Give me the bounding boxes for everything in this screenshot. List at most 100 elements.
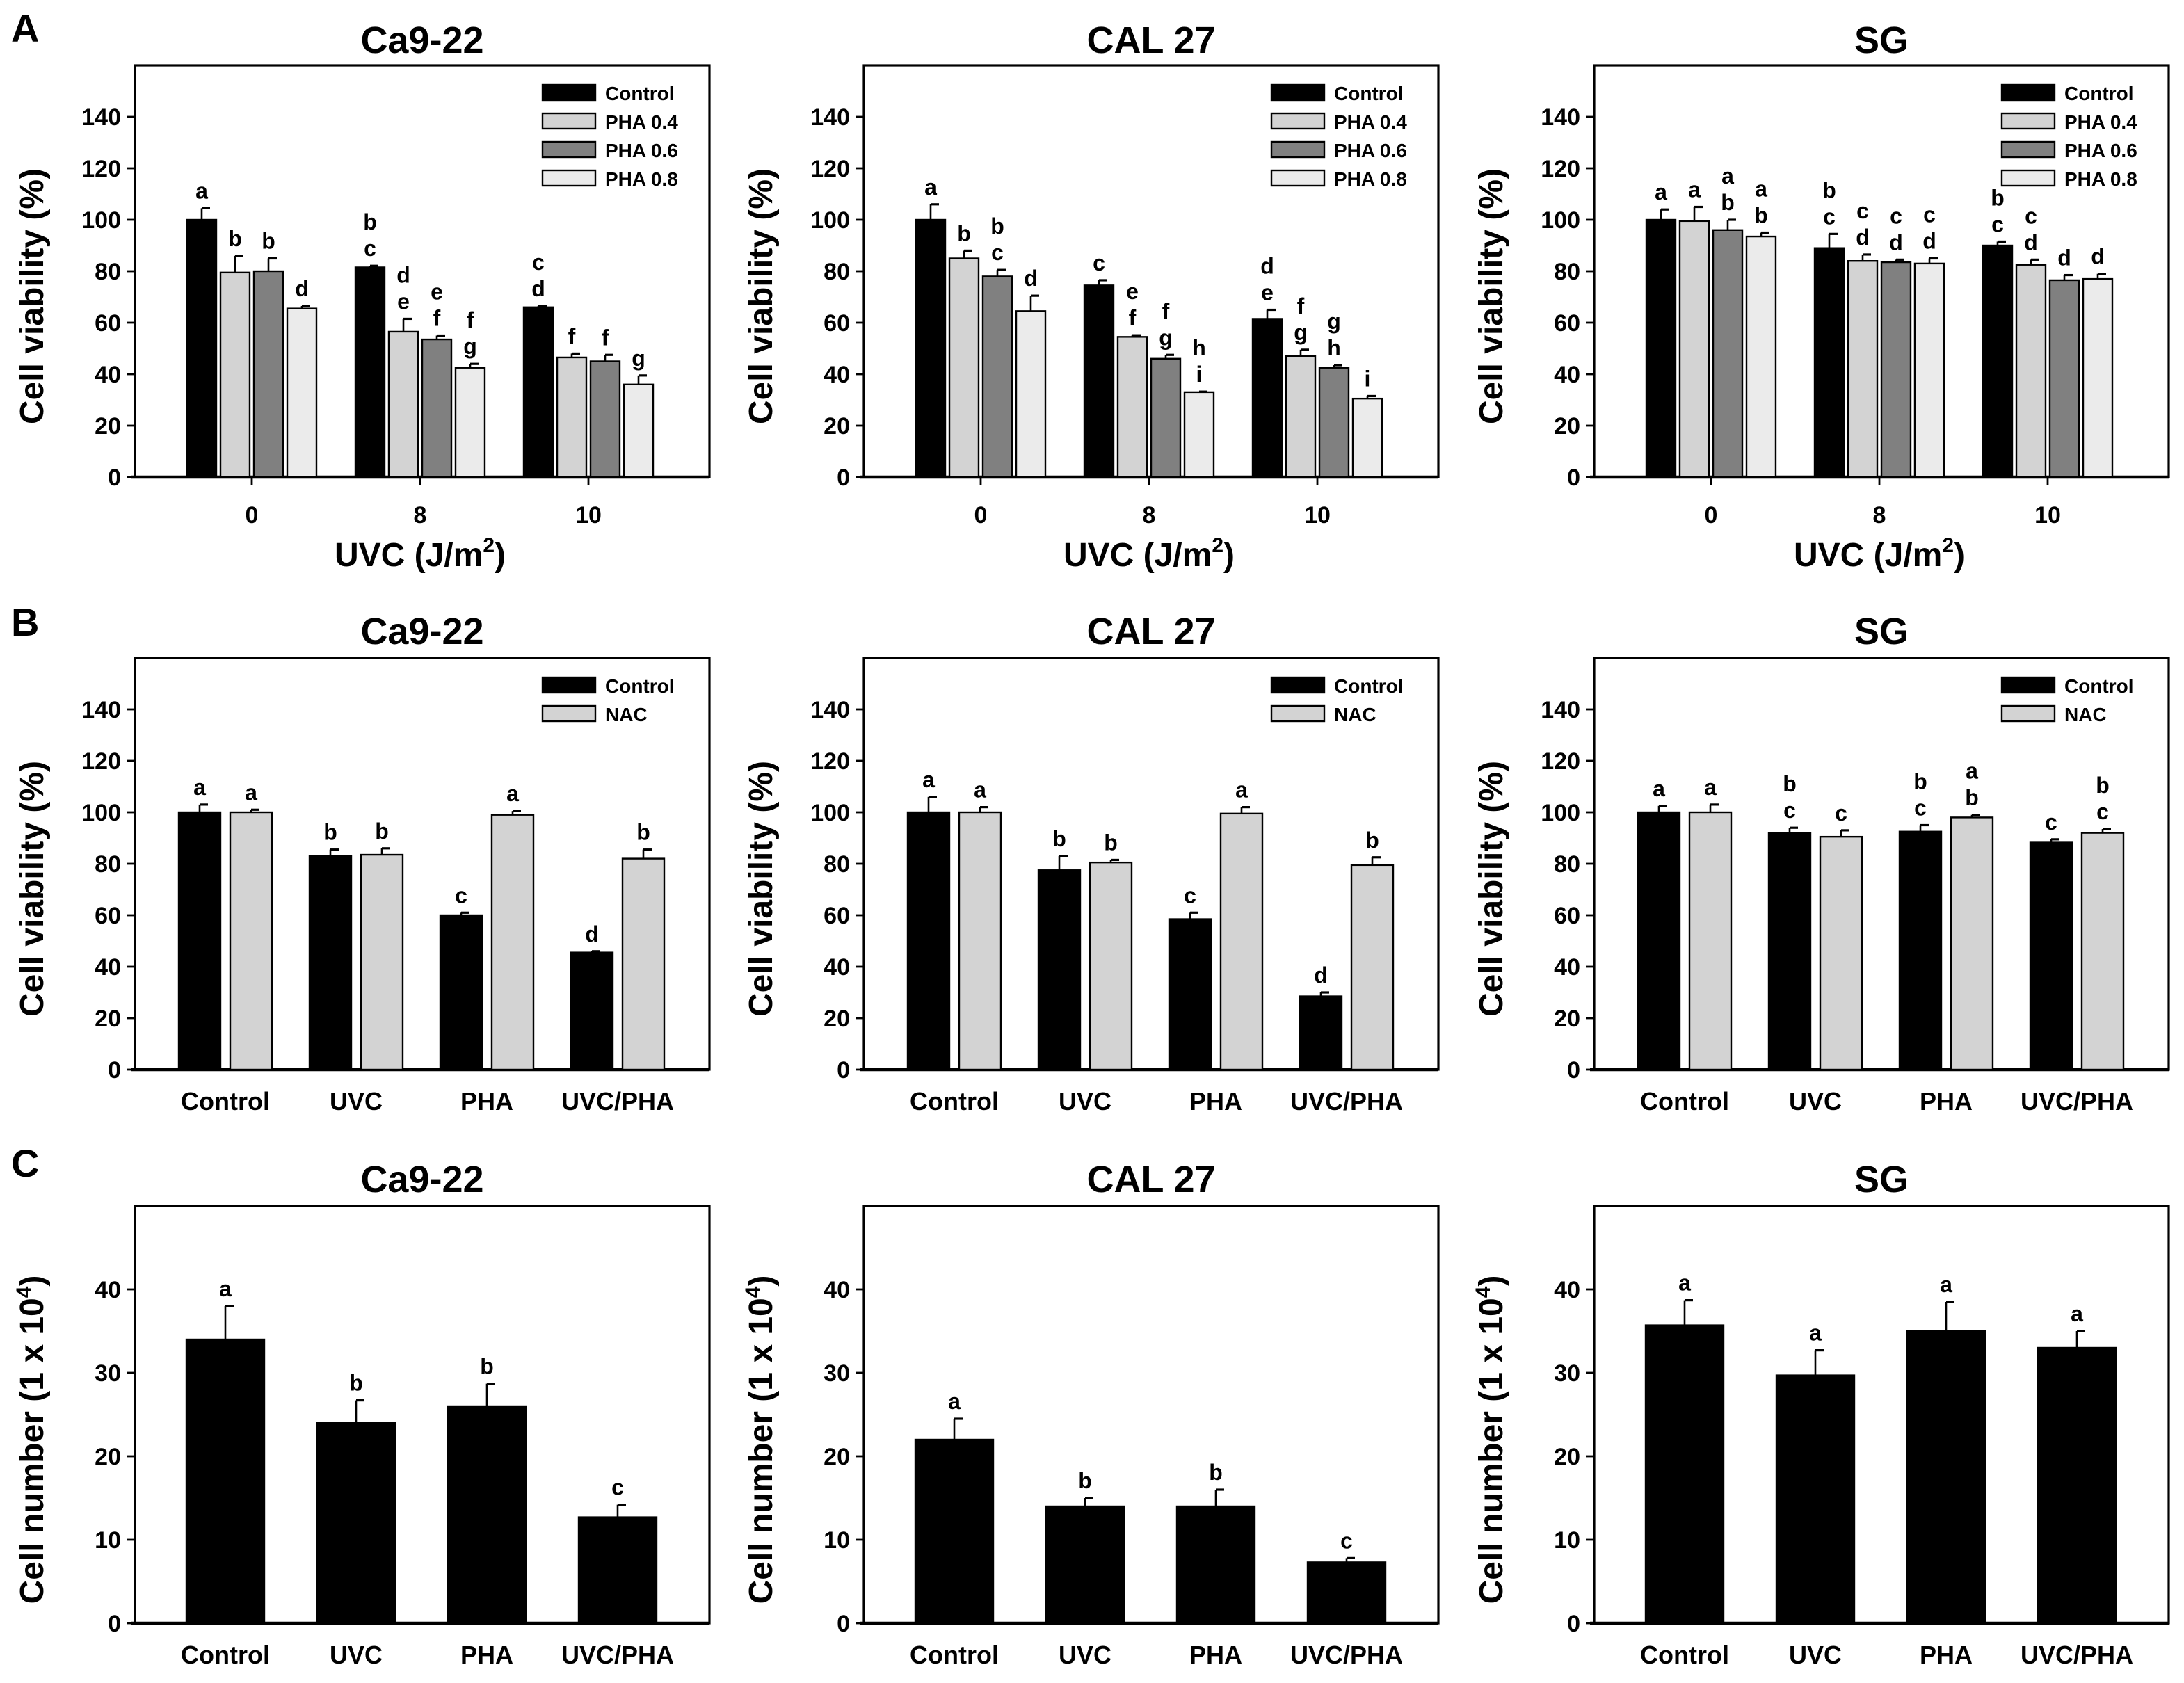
significance-letter: c	[2045, 810, 2057, 835]
legend-swatch	[1270, 676, 1326, 694]
x-tick-label: UVC	[1059, 1087, 1111, 1116]
significance-letter: c	[1835, 800, 1847, 826]
bar	[1847, 260, 1879, 478]
y-tick-label: 0	[108, 1611, 121, 1637]
bar	[1168, 918, 1212, 1071]
significance-letter: b	[1913, 769, 1927, 794]
bar	[958, 811, 1002, 1071]
legend-label: PHA 0.8	[1334, 168, 1407, 190]
bar	[1175, 1505, 1256, 1625]
bar	[522, 306, 554, 478]
y-tick-label: 0	[837, 1057, 850, 1084]
significance-letter: c	[2025, 203, 2037, 228]
significance-letter: f	[602, 325, 609, 350]
significance-letter: a	[2071, 1301, 2083, 1326]
significance-letter: d	[2057, 245, 2071, 271]
significance-letter: a	[974, 778, 986, 803]
bar	[1898, 830, 1943, 1071]
x-tick-label: 10	[2034, 502, 2061, 529]
y-tick-label: 20	[1554, 1444, 1580, 1470]
significance-letter: c	[1340, 1528, 1353, 1553]
significance-letter: b	[480, 1354, 494, 1379]
significance-letter: a	[245, 780, 257, 805]
legend-label: PHA 0.6	[1334, 140, 1407, 161]
y-tick-label: 120	[81, 748, 121, 775]
significance-letter: g	[463, 334, 477, 359]
significance-letter: a	[1688, 177, 1701, 202]
bar	[1116, 336, 1148, 478]
x-tick-label: 8	[1143, 502, 1156, 529]
y-tick-label: 120	[1541, 156, 1580, 182]
chart-title: SG	[1854, 1159, 1909, 1200]
significance-letter: d	[1260, 254, 1274, 279]
legend-swatch	[541, 169, 597, 187]
y-tick-label: 20	[824, 1444, 850, 1470]
x-axis-label: UVC (J/m2)	[1794, 534, 1965, 574]
y-tick-label: 0	[108, 1057, 121, 1084]
y-tick-label: 0	[837, 1611, 850, 1637]
significance-letter: i	[1365, 366, 1371, 391]
chart-title: Ca9-22	[360, 611, 483, 652]
x-tick-label: 10	[1304, 502, 1331, 529]
significance-letter: b	[636, 820, 650, 845]
bar	[219, 271, 251, 478]
bar	[2029, 841, 2073, 1071]
x-tick-label: Control	[181, 1087, 270, 1116]
significance-letter: f	[1297, 293, 1305, 319]
bar	[1819, 835, 1863, 1071]
y-axis-label-superscript: 4	[13, 1286, 35, 1298]
significance-letter: a	[1678, 1271, 1691, 1296]
y-tick-label: 10	[1554, 1527, 1580, 1554]
bar	[623, 383, 655, 478]
bar	[360, 853, 404, 1071]
y-tick-label: 20	[95, 1006, 121, 1032]
bar	[316, 1422, 396, 1625]
y-tick-label: 140	[1541, 104, 1580, 131]
significance-letter: a	[924, 175, 937, 200]
bar	[1183, 391, 1215, 478]
x-tick-label: PHA	[1189, 1641, 1242, 1669]
bar	[1950, 816, 1994, 1071]
bar	[1251, 318, 1283, 478]
x-axis-label-text: UVC (J/m	[1794, 537, 1942, 574]
y-axis-label: Cell number (1 x 104)	[13, 1275, 51, 1604]
legend-label: Control	[1334, 675, 1404, 697]
bar	[286, 307, 318, 478]
legend-label: PHA 0.8	[2064, 168, 2137, 190]
bar	[1688, 811, 1733, 1071]
significance-letter: c	[2096, 799, 2109, 824]
significance-letter: d	[2024, 230, 2038, 255]
legend-swatch	[1270, 112, 1326, 130]
bar	[1906, 1330, 1986, 1625]
y-tick-label: 20	[1554, 1006, 1580, 1032]
significance-letter: d	[295, 276, 309, 301]
significance-letter: a	[1940, 1272, 1952, 1297]
bar	[1350, 864, 1395, 1071]
bar	[1712, 229, 1744, 478]
bar	[308, 855, 353, 1071]
y-axis-label: Cell number (1 x 104)	[1472, 1275, 1510, 1604]
bar	[1351, 397, 1383, 478]
significance-letter: c	[1914, 796, 1927, 821]
chart-panel: SG 0 20 40 60 80 100 120 140 Cell viability (%) Co…	[1473, 611, 2170, 1116]
bar	[354, 266, 386, 478]
y-tick-label: 40	[824, 1277, 850, 1303]
y-tick-label: 60	[1554, 310, 1580, 337]
significance-letter: b	[1783, 771, 1797, 796]
bar	[447, 1405, 527, 1625]
x-tick-label: UVC/PHA	[561, 1641, 674, 1669]
y-axis-label: Cell viability (%)	[743, 761, 780, 1017]
y-axis-label-text: Cell viability (%)	[1473, 761, 1510, 1017]
significance-letter: c	[1890, 203, 1902, 228]
y-axis-label-tail: )	[1473, 1275, 1510, 1287]
x-tick-label: PHA	[460, 1641, 513, 1669]
chart-panel: CAL 27 0 20 40 60 80 100 120 140 Cell viability (…	[743, 611, 1440, 1116]
significance-letter: e	[397, 289, 410, 314]
significance-letter: b	[1965, 785, 1979, 810]
legend: Control NAC	[1270, 675, 1404, 725]
significance-letter: a	[1704, 775, 1717, 800]
bar	[1982, 244, 2014, 478]
chart-panel: Ca9-22 0 20 40 60 80 100 120 140 Cell viability (…	[14, 611, 711, 1116]
y-tick-label: 120	[810, 156, 850, 182]
x-axis-label: UVC (J/m2)	[1063, 534, 1235, 574]
